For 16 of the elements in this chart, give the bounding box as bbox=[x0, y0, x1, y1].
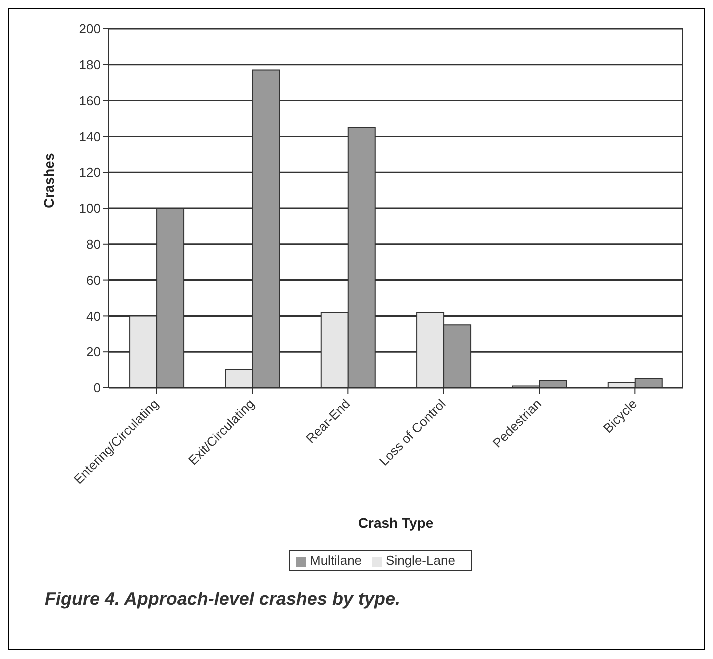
y-tick-label: 60 bbox=[86, 272, 101, 288]
legend-label: Multilane bbox=[310, 553, 362, 568]
y-tick-label: 0 bbox=[94, 380, 101, 396]
y-tick-label: 140 bbox=[79, 129, 101, 144]
y-tick-label: 80 bbox=[86, 237, 101, 252]
text: Figure 4. Approach-level crashes by type. bbox=[45, 589, 402, 610]
legend-label: Single-Lane bbox=[386, 553, 456, 568]
y-tick-label: 180 bbox=[79, 58, 101, 73]
y-axis-title: Crashes bbox=[40, 153, 57, 208]
y-tick-label: 40 bbox=[86, 308, 101, 324]
y-tick-label: 200 bbox=[79, 22, 101, 37]
y-tick-label: 160 bbox=[79, 93, 101, 108]
y-tick-label: 20 bbox=[86, 344, 101, 360]
y-tick-label: 120 bbox=[79, 165, 101, 180]
y-tick-label: 100 bbox=[79, 201, 101, 216]
x-axis-title: Crash Type bbox=[358, 515, 434, 531]
